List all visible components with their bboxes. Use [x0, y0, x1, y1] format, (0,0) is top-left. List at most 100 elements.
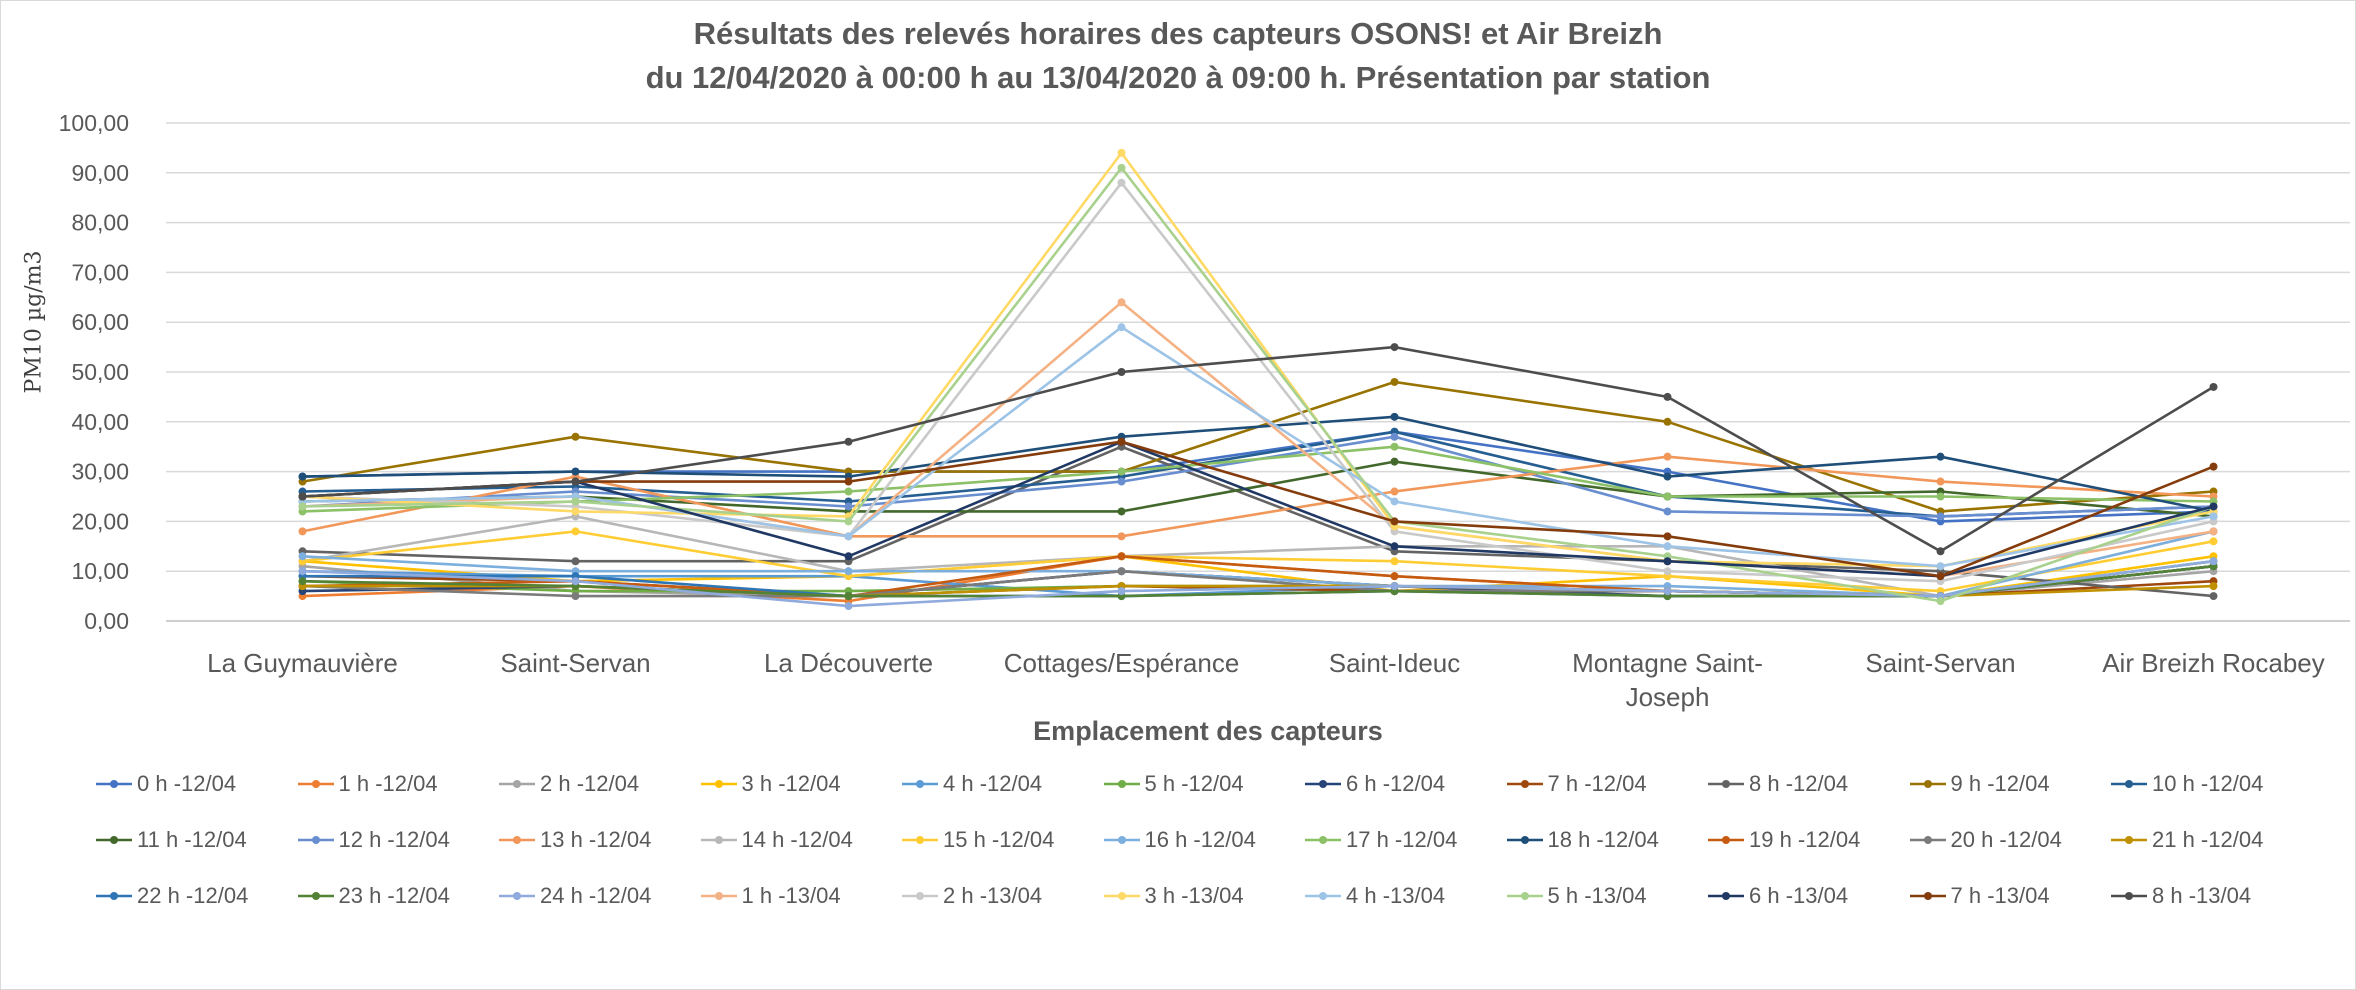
data-point — [844, 517, 853, 526]
data-point — [298, 527, 307, 536]
data-point — [1390, 377, 1399, 386]
data-point — [1936, 452, 1945, 461]
data-point — [1936, 572, 1945, 581]
data-point — [1390, 487, 1399, 496]
data-point — [1663, 392, 1672, 401]
data-point — [298, 577, 307, 586]
data-point — [571, 477, 580, 486]
data-point — [1117, 587, 1126, 596]
data-point — [2209, 592, 2218, 601]
data-point — [571, 592, 580, 601]
series-32 — [298, 343, 2218, 556]
data-point — [1117, 477, 1126, 486]
data-point — [1390, 442, 1399, 451]
data-point — [1936, 512, 1945, 521]
y-tick-label: 30,00 — [71, 459, 129, 485]
data-point — [1663, 557, 1672, 566]
series-line — [302, 435, 2214, 518]
x-tick-label: La Guymauvière — [207, 648, 398, 678]
data-point — [571, 557, 580, 566]
series-line — [302, 440, 2214, 578]
series-line — [302, 345, 2215, 553]
y-tick-label: 20,00 — [71, 508, 129, 534]
data-point — [298, 492, 307, 501]
series-line — [302, 455, 2214, 538]
data-point — [2209, 557, 2218, 566]
data-point — [1390, 457, 1399, 466]
data-point — [1390, 517, 1399, 526]
y-tick-label: 60,00 — [71, 309, 129, 335]
data-point — [1663, 532, 1672, 541]
axis-tick-labels: 0,00 10,00 20,00 30,00 40,00 50,00 60,00 70,00 8… — [59, 110, 2325, 712]
data-point — [1390, 432, 1399, 441]
data-point — [1390, 557, 1399, 566]
gridlines — [166, 122, 2350, 622]
data-point — [571, 467, 580, 476]
series-24 — [298, 557, 2218, 611]
x-tick-label: Saint-Servan — [500, 648, 650, 678]
series-28 — [298, 323, 2218, 571]
y-tick-label: 50,00 — [71, 359, 129, 385]
data-point — [1390, 582, 1399, 591]
series-26 — [298, 178, 2218, 586]
data-point — [298, 567, 307, 576]
data-point — [298, 552, 307, 561]
y-tick-label: 90,00 — [71, 160, 129, 186]
data-point — [2209, 382, 2218, 391]
data-point — [1936, 477, 1945, 486]
x-tick-label: Montagne Saint-Joseph — [1572, 648, 1763, 712]
series-line — [302, 166, 2214, 603]
data-point — [1117, 323, 1126, 332]
data-point — [1117, 148, 1126, 157]
data-point — [1936, 562, 1945, 571]
data-point — [298, 472, 307, 481]
data-point — [2209, 582, 2218, 591]
y-tick-label: 70,00 — [71, 259, 129, 285]
data-point — [1117, 368, 1126, 376]
data-series — [298, 148, 2218, 611]
x-tick-label: Saint-Ideuc — [1329, 648, 1461, 678]
data-point — [844, 532, 853, 541]
data-point — [2209, 512, 2218, 521]
data-point — [1117, 298, 1126, 307]
y-tick-label: 0,00 — [84, 608, 129, 634]
data-point — [1117, 532, 1126, 541]
data-point — [571, 507, 580, 516]
y-tick-label: 10,00 — [71, 558, 129, 584]
data-point — [571, 527, 580, 536]
data-point — [571, 432, 580, 441]
x-tick-label: La Découverte — [764, 648, 933, 678]
data-point — [2209, 527, 2218, 536]
data-point — [571, 497, 580, 506]
x-axis-label: Emplacement des capteurs — [1033, 716, 1383, 746]
series-15 — [298, 527, 2218, 596]
x-tick-label: Cottages/Espérance — [1004, 648, 1240, 678]
data-point — [844, 437, 853, 446]
data-point — [1117, 567, 1126, 576]
series-line — [302, 515, 2214, 598]
data-point — [1663, 492, 1672, 501]
data-point — [1936, 597, 1945, 606]
data-point — [1663, 452, 1672, 461]
x-tick-label: Saint-Servan — [1865, 648, 2015, 678]
series-line — [302, 445, 2214, 513]
data-point — [1117, 467, 1126, 476]
x-tick-label: Air Breizh Rocabey — [2102, 648, 2325, 678]
series-line — [302, 559, 2214, 608]
data-point — [298, 502, 307, 511]
data-point — [1663, 472, 1672, 481]
data-point — [2209, 502, 2218, 511]
series-line — [302, 415, 2214, 513]
data-point — [1117, 163, 1126, 172]
data-point — [1117, 178, 1126, 187]
chart-subtitle: du 12/04/2020 à 00:00 h au 13/04/2020 à … — [645, 60, 1711, 95]
data-point — [1117, 437, 1126, 446]
y-tick-label: 100,00 — [59, 110, 129, 136]
data-point — [1663, 567, 1672, 576]
series-line — [302, 151, 2214, 568]
data-point — [1663, 417, 1672, 426]
data-point — [1390, 542, 1399, 551]
series-line — [302, 440, 2214, 578]
data-point — [1117, 507, 1126, 516]
data-point — [844, 487, 853, 496]
